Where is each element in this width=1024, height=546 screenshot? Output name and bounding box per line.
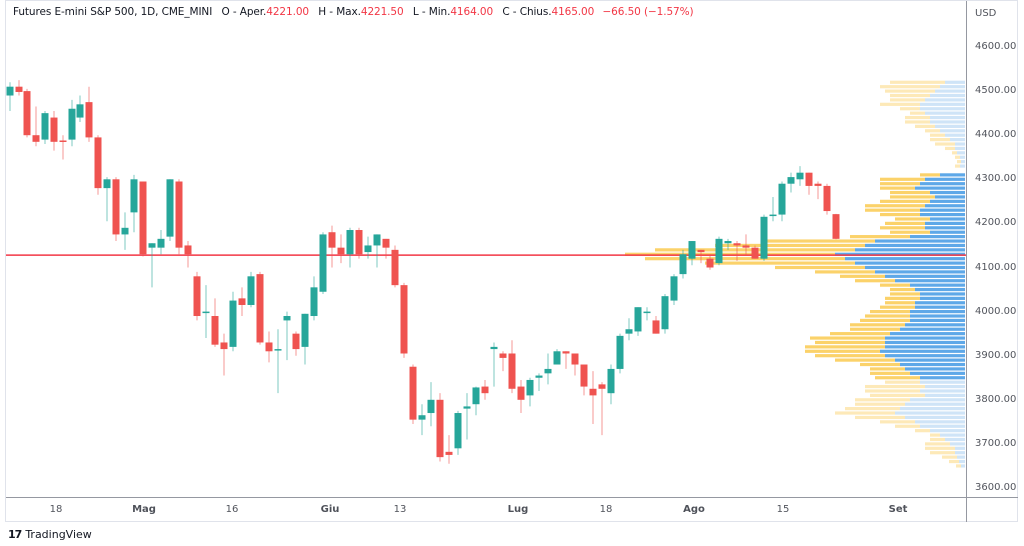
price-tick: 3800.00 — [975, 393, 1017, 405]
change-value: −66.50 (−1.57%) — [602, 6, 694, 18]
price-tick: 4300.00 — [975, 173, 1017, 185]
price-tick: 3600.00 — [975, 482, 1017, 493]
symbol-title[interactable]: Futures E-mini S&P 500, 1D, CME_MINI — [13, 6, 213, 18]
low-value: 4164.00 — [450, 6, 494, 18]
currency-label: USD — [975, 8, 997, 19]
time-axis[interactable]: 18 Mag 16 Giu 13 Lug 18 Ago 15 Set — [6, 497, 966, 522]
chart-frame — [5, 0, 1018, 522]
price-tick: 4600.00 — [975, 41, 1017, 52]
price-tick: 4400.00 — [975, 129, 1017, 141]
time-tick: 16 — [225, 504, 239, 515]
tradingview-branding[interactable]: 17 TradingView — [8, 528, 92, 541]
price-tick: 4500.00 — [975, 85, 1017, 97]
time-tick: Set — [888, 504, 908, 515]
candlestick-series — [6, 80, 840, 464]
plot-area[interactable] — [6, 1, 966, 497]
high-value: 4221.50 — [360, 6, 404, 18]
axis-corner — [966, 497, 1018, 522]
time-tick: Mag — [132, 504, 156, 515]
high-label: H - Max. — [318, 6, 361, 18]
time-tick: 13 — [393, 504, 407, 515]
time-tick: Ago — [683, 504, 705, 515]
price-tick: 4000.00 — [975, 305, 1017, 317]
close-label: C - Chius. — [502, 6, 552, 18]
price-tick: 3700.00 — [975, 437, 1017, 449]
low-label: L - Min. — [412, 6, 451, 18]
close-value: 4165.00 — [551, 6, 595, 18]
volume-profile — [625, 80, 965, 468]
price-tick: 4100.00 — [975, 261, 1017, 273]
time-tick: 15 — [776, 504, 790, 515]
open-label: O - Aper. — [221, 6, 267, 18]
price-tick: 3900.00 — [975, 349, 1017, 361]
price-axis[interactable]: USD 4600.00 4500.00 4400.00 4300.00 4200.00 4… — [966, 1, 1018, 521]
open-value: 4221.00 — [266, 6, 309, 18]
brand-name: TradingView — [25, 528, 92, 541]
price-tick: 4200.00 — [975, 217, 1017, 229]
time-tick: 18 — [49, 504, 63, 515]
tradingview-logo-icon: 17 — [8, 528, 22, 541]
time-tick: Lug — [507, 504, 529, 515]
symbol-legend: Futures E-mini S&P 500, 1D, CME_MINI O -… — [13, 6, 694, 18]
time-tick: Giu — [320, 504, 340, 515]
time-tick: 18 — [599, 504, 613, 515]
